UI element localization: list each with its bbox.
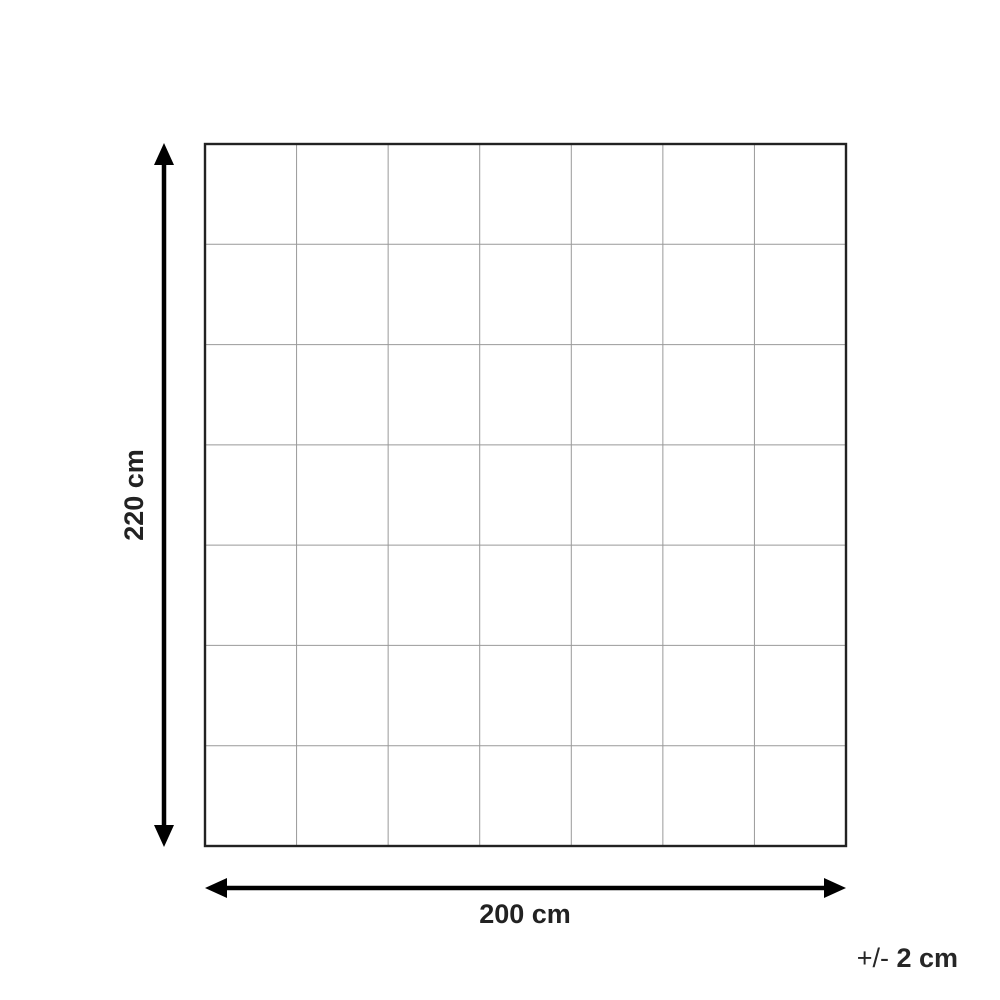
svg-text:+/- 2 cm: +/- 2 cm — [857, 943, 958, 973]
svg-text:200 cm: 200 cm — [479, 899, 571, 929]
svg-text:220 cm: 220 cm — [119, 449, 149, 541]
